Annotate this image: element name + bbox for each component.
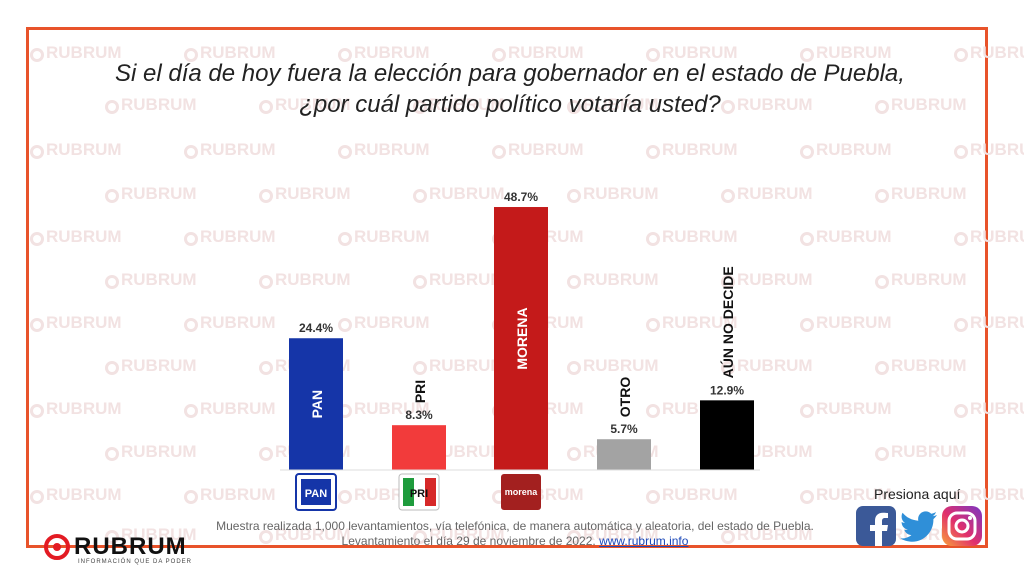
instagram-icon[interactable] [942,506,982,546]
pri-logo-white [414,478,425,506]
website-link[interactable]: www.rubrum.info [599,534,689,548]
category-label-3: OTRO [617,377,633,418]
logo-tagline: INFORMACIÓN QUE DA PODER [78,559,193,565]
bar-3 [597,439,651,470]
footnote-sample: Muestra realizada 1,000 levantamientos, … [216,519,814,533]
bar-value-label-0: 24.4% [299,321,333,335]
bar-value-label-2: 48.7% [504,190,538,204]
social-prompt: Presiona aquí [874,486,961,502]
bar-2 [494,207,548,470]
bar-1 [392,425,446,470]
footnote-date: Levantamiento el día 29 de noviembre de … [190,533,840,549]
logo-name: RUBRUM [74,533,187,560]
pan-logo-inner [301,479,331,505]
bar-value-label-1: 8.3% [405,408,433,422]
pri-logo-red [425,478,436,506]
bar-0 [289,338,343,470]
pan-logo-text: PAN [305,488,327,500]
chart-title-line1: Si el día de hoy fuera la elección para … [115,60,905,87]
chart-title-line2: ¿por cuál partido político votaría usted… [299,91,721,118]
bar-value-label-4: 12.9% [710,383,744,397]
bar-4 [700,400,754,470]
category-label-4: AÚN NO DECIDE [719,266,736,378]
category-label-2: MORENA [514,307,530,369]
morena-logo-icon [501,474,541,510]
pri-logo-text: PRI [410,488,428,500]
pri-logo-green [403,478,414,506]
morena-logo-text: morena [505,487,539,497]
facebook-icon[interactable] [856,506,896,546]
category-label-1: PRI [412,380,428,403]
footnote-date-text: Levantamiento el día 29 de noviembre de … [341,534,596,548]
bar-value-label-3: 5.7% [610,422,638,436]
rubrum-logo: RUBRUM [44,534,187,560]
logo-target-icon [44,534,70,560]
twitter-icon[interactable] [899,506,939,546]
category-label-0: PAN [309,390,325,419]
chart-frame [26,27,988,548]
